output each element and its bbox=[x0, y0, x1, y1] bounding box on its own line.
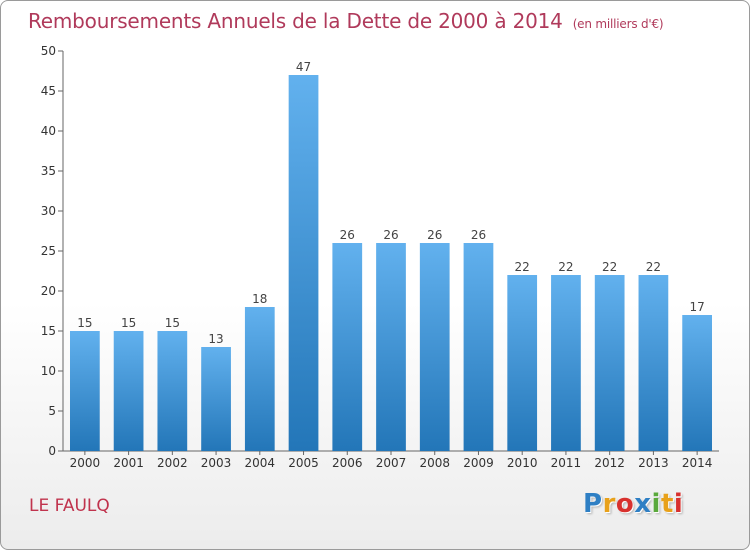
bar-2012 bbox=[594, 275, 625, 451]
chart-axes: 0 5 10 15 20 25 30 35 40 45 50 bbox=[41, 44, 719, 458]
x-tick-label: 2003 bbox=[201, 456, 232, 470]
y-tick-label: 35 bbox=[41, 164, 56, 178]
data-label-2007: 26 bbox=[383, 228, 398, 242]
data-label-2004: 18 bbox=[252, 292, 267, 306]
bar-2006 bbox=[332, 243, 363, 451]
x-tick-label: 2001 bbox=[113, 456, 144, 470]
bar-2010 bbox=[507, 275, 538, 451]
y-tick-label: 0 bbox=[48, 444, 56, 458]
x-tick-label: 2014 bbox=[682, 456, 713, 470]
y-tick-label: 30 bbox=[41, 204, 56, 218]
data-label-2003: 13 bbox=[208, 332, 223, 346]
logo-letter: x bbox=[634, 489, 652, 519]
bar-2011 bbox=[551, 275, 581, 451]
x-tick-label: 2002 bbox=[157, 456, 188, 470]
data-label-2002: 15 bbox=[165, 316, 180, 330]
y-tick-label: 20 bbox=[41, 284, 56, 298]
bar-2004 bbox=[244, 307, 275, 451]
bar-2005 bbox=[288, 75, 319, 451]
bar-2009 bbox=[463, 243, 494, 451]
logo-letter: o bbox=[615, 489, 635, 519]
data-label-2008: 26 bbox=[427, 228, 442, 242]
data-label-2010: 22 bbox=[515, 260, 530, 274]
data-label-2009: 26 bbox=[471, 228, 486, 242]
x-tick-label: 2011 bbox=[551, 456, 582, 470]
logo-letter: i bbox=[673, 489, 684, 519]
y-tick-label: 5 bbox=[48, 404, 56, 418]
y-tick-label: 40 bbox=[41, 124, 56, 138]
x-tick-label: 2013 bbox=[638, 456, 669, 470]
logo-letter: P bbox=[583, 489, 603, 519]
bar-2003 bbox=[201, 347, 231, 451]
proxiti-logo: Proxiti bbox=[583, 489, 683, 519]
chart-title-text: Remboursements Annuels de la Dette de 20… bbox=[28, 9, 563, 33]
y-tick-label: 50 bbox=[41, 44, 56, 58]
logo-letter: i bbox=[651, 489, 661, 519]
y-tick-label: 10 bbox=[41, 364, 56, 378]
y-tick-label: 25 bbox=[41, 244, 56, 258]
x-tick-label: 2000 bbox=[70, 456, 101, 470]
bar-2008 bbox=[419, 243, 450, 451]
chart-unit: (en milliers d'€) bbox=[572, 17, 664, 31]
data-label-2014: 17 bbox=[689, 300, 704, 314]
bar-2001 bbox=[113, 331, 144, 451]
x-tick-label: 2005 bbox=[288, 456, 319, 470]
chart-bars bbox=[69, 75, 713, 451]
data-label-2005: 47 bbox=[296, 60, 311, 74]
x-tick-label: 2008 bbox=[419, 456, 450, 470]
y-tick-label: 15 bbox=[41, 324, 56, 338]
town-name: LE FAULQ bbox=[29, 496, 110, 516]
data-label-2013: 22 bbox=[646, 260, 661, 274]
data-label-2011: 22 bbox=[558, 260, 573, 274]
data-label-2000: 15 bbox=[77, 316, 92, 330]
y-tick-label: 45 bbox=[41, 84, 56, 98]
data-label-2012: 22 bbox=[602, 260, 617, 274]
bar-2000 bbox=[69, 331, 100, 451]
bar-2007 bbox=[376, 243, 406, 451]
x-tick-label: 2012 bbox=[594, 456, 625, 470]
chart-title: Remboursements Annuels de la Dette de 20… bbox=[28, 9, 664, 33]
logo-letter: t bbox=[660, 489, 674, 519]
bar-2013 bbox=[638, 275, 669, 451]
x-tick-label: 2009 bbox=[463, 456, 494, 470]
data-label-2001: 15 bbox=[121, 316, 136, 330]
data-label-2006: 26 bbox=[340, 228, 355, 242]
x-tick-label: 2004 bbox=[245, 456, 276, 470]
bar-2014 bbox=[682, 315, 713, 451]
x-tick-label: 2006 bbox=[332, 456, 363, 470]
bar-2002 bbox=[157, 331, 188, 451]
chart-labels: 2000 15 2001 15 2002 15 2003 13 2004 18 2005 47 2006… bbox=[70, 60, 713, 470]
x-tick-label: 2010 bbox=[507, 456, 538, 470]
x-tick-label: 2007 bbox=[376, 456, 407, 470]
logo-letter: r bbox=[602, 489, 616, 519]
